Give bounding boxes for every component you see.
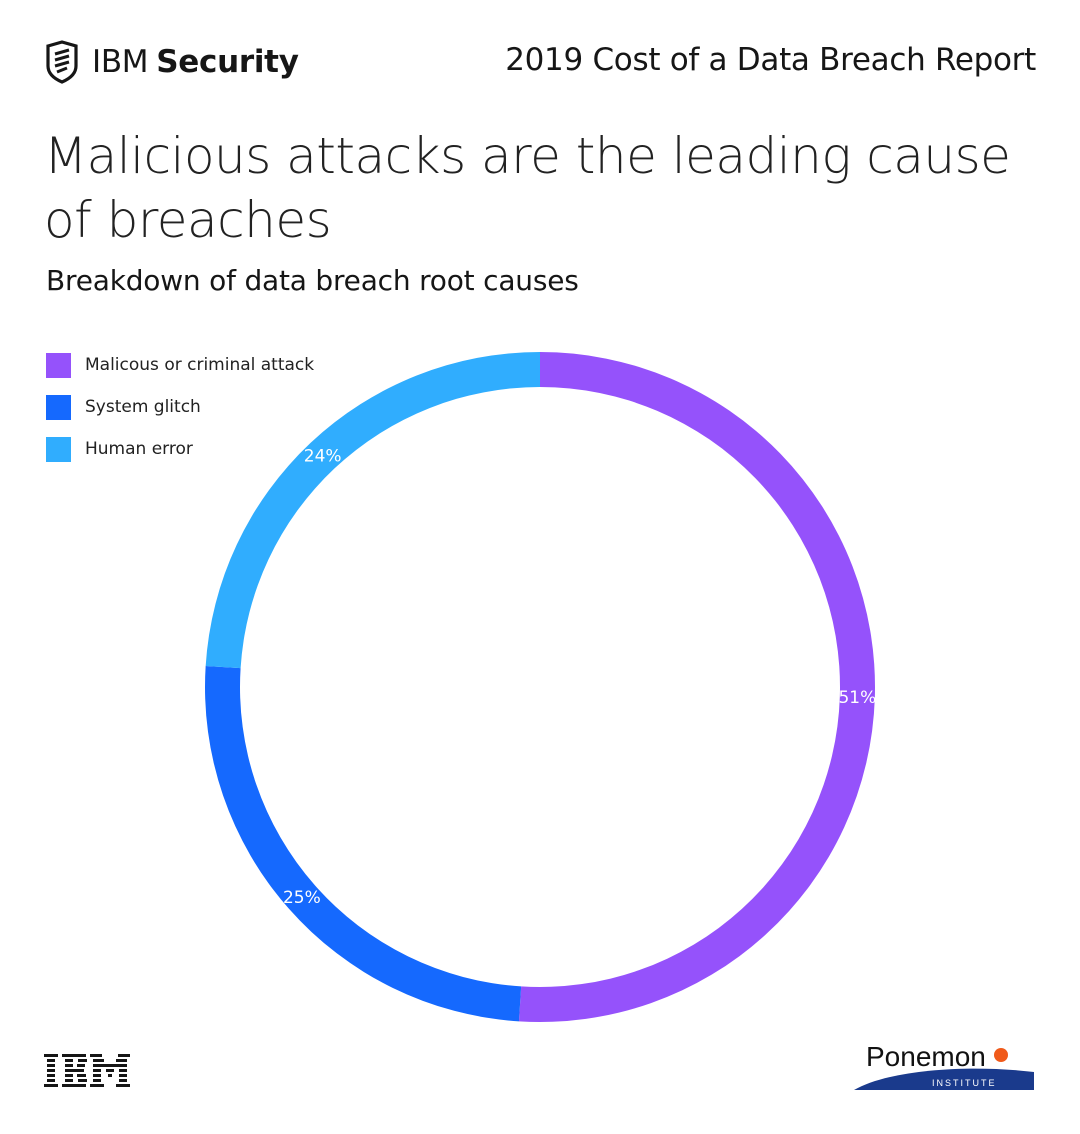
legend-label-human: Human error [85,439,193,459]
ponemon-main-text: Ponemon [866,1041,986,1072]
ponemon-sub-text: INSTITUTE [932,1078,997,1088]
legend-label-malicious: Malicous or criminal attack [85,355,315,375]
legend-swatch-system [46,394,71,420]
slice-label-malicious: 51% [838,688,876,708]
slice-label-human: 24% [304,447,342,467]
report-title: 2019 Cost of a Data Breach Report [505,42,1036,78]
page-subtitle: Breakdown of data breach root causes [46,264,579,297]
ibm-security-shield-icon [46,40,78,84]
legend-item-malicious: Malicous or criminal attack [46,352,314,378]
brand: IBM Security [44,40,299,84]
ponemon-sun-icon [994,1048,1008,1062]
slice-label-system: 25% [283,888,321,908]
legend-label-system: System glitch [85,397,201,417]
brand-light: IBM [92,44,149,80]
legend-item-system: System glitch [46,394,314,420]
ponemon-logo: Ponemon INSTITUTE [854,1041,1034,1090]
brand-bold: Security [156,44,299,80]
slice-human [205,352,540,669]
legend-swatch-human [46,436,71,462]
slice-system [205,665,522,1022]
legend: Malicous or criminal attack System glitc… [46,352,314,478]
legend-swatch-malicious [46,352,71,378]
page-title: Malicious attacks are the leading cause … [44,127,1011,249]
header: IBM Security 2019 Cost of a Data Breach R… [44,38,1036,88]
legend-item-human: Human error [46,436,314,462]
slice-malicious [518,352,876,1022]
ibm-logo [44,1054,130,1087]
